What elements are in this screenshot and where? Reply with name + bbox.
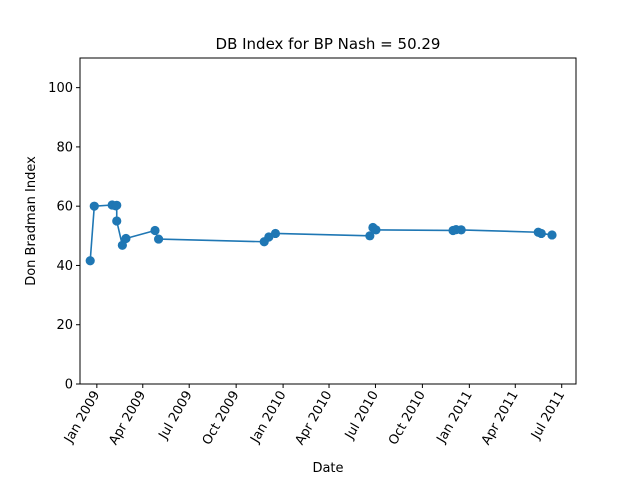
y-tick-label: 80 [56, 140, 73, 155]
data-point [112, 200, 122, 210]
x-axis-label: Date [312, 461, 343, 476]
data-point [536, 228, 546, 239]
data-point [270, 228, 281, 239]
data-point [89, 201, 99, 211]
data-point [117, 240, 127, 250]
plot-area [80, 58, 576, 384]
data-point [112, 216, 122, 226]
data-point [85, 256, 95, 266]
y-tick-label: 0 [65, 378, 73, 393]
y-tick-label: 100 [48, 81, 73, 96]
series-layer [85, 200, 557, 266]
plot-frame [79, 57, 577, 385]
data-point [150, 225, 160, 236]
y-axis-ticks: 0 20 40 60 80 100 [48, 81, 80, 393]
y-axis-label: Don Bradman Index [24, 156, 39, 286]
y-tick-label: 60 [56, 200, 73, 215]
data-point [365, 231, 375, 241]
y-tick-label: 40 [56, 259, 73, 274]
y-tick-label: 20 [56, 318, 73, 333]
data-point [456, 225, 466, 235]
data-point [153, 234, 164, 244]
data-point [547, 230, 557, 240]
axes-layer [79, 57, 577, 385]
chart-title: DB Index for BP Nash = 50.29 [216, 35, 441, 53]
data-point [121, 233, 131, 244]
data-point [371, 225, 381, 235]
